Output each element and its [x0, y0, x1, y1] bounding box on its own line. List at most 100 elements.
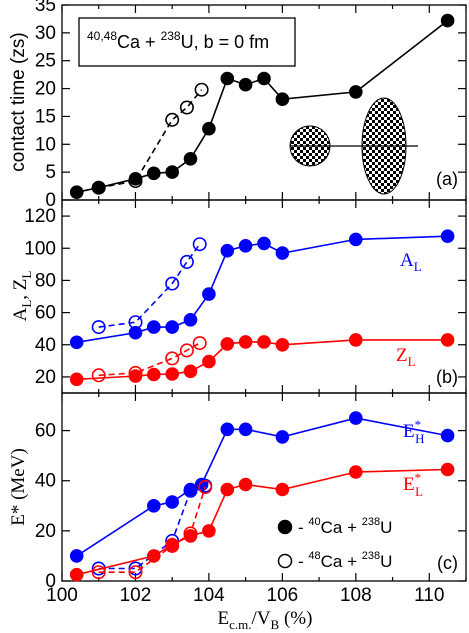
series-line	[76, 417, 448, 557]
data-point-open	[165, 351, 180, 366]
series-line	[98, 243, 201, 328]
xlabel-vb: /V	[252, 608, 271, 629]
series-line	[76, 468, 448, 576]
data-point-filled	[348, 232, 363, 247]
data-point-filled	[147, 367, 161, 382]
panel-c-tag: (c)	[437, 553, 458, 573]
legend: - 40Ca + 238U - 48Ca + 238U	[277, 516, 392, 571]
data-point-filled	[202, 354, 216, 369]
xlabel-cm: c.m.	[229, 617, 251, 632]
y-tick-label: 15	[35, 106, 56, 127]
ylabel-z-sub: L	[19, 271, 34, 279]
data-point-filled	[69, 372, 84, 387]
label-zl-sub: L	[408, 354, 416, 369]
label-al: AL	[400, 250, 422, 274]
data-point-open	[128, 565, 143, 580]
y-tick-label: 30	[35, 23, 56, 44]
series-line	[98, 89, 203, 189]
data-point-open	[198, 479, 213, 494]
label-al-main: A	[400, 250, 414, 271]
label-zl: ZL	[396, 345, 416, 369]
panel-c-series	[69, 411, 455, 582]
legend-u-2: U	[380, 552, 392, 571]
data-point-filled	[440, 229, 455, 243]
data-point-filled	[165, 367, 179, 381]
y-tick-label: 40	[35, 335, 56, 356]
y-tick-label: 60	[35, 303, 56, 324]
data-point-open	[165, 112, 180, 127]
data-point-filled	[165, 495, 179, 509]
data-point-open	[183, 483, 198, 498]
legend-mass-238-1: 238	[362, 516, 380, 528]
annotation-u-mass: 238	[161, 29, 181, 43]
data-point-open	[194, 82, 209, 97]
data-point-open	[91, 565, 106, 580]
data-point-filled	[440, 333, 455, 347]
x-tick-label: 110	[414, 585, 444, 606]
collision-sketch	[289, 97, 418, 195]
legend-mass-40: 40	[308, 516, 320, 528]
x-tick-label: 104	[193, 585, 225, 606]
y-tick-label: 100	[24, 238, 56, 259]
data-point-filled	[238, 335, 253, 349]
data-point-filled	[69, 567, 84, 582]
panel-a-tag: (a)	[436, 169, 458, 189]
panel-a-annotation-box: 40,48Ca + 238U, b = 0 fm	[78, 17, 296, 67]
legend-dash-1: -	[298, 518, 308, 537]
annotation-u: U, b = 0 fm	[181, 32, 270, 52]
data-point-filled	[348, 411, 363, 425]
data-point-open	[91, 368, 106, 383]
xlabel-e: E	[218, 608, 230, 629]
data-point-filled	[275, 337, 290, 352]
panel-a: 0 5 10 15 20 25 30 35 contact time (zs) 40,48Ca…	[8, 0, 467, 211]
data-point-filled	[165, 320, 179, 334]
data-point-filled	[69, 185, 84, 199]
label-eh-main: E	[403, 421, 415, 442]
panel-b-series	[69, 229, 455, 387]
legend-ca-2: Ca +	[321, 552, 362, 571]
legend-dash-2: -	[298, 552, 308, 571]
x-tick-labels: 100 102 104 106 108 110	[46, 585, 444, 606]
data-point-filled	[147, 498, 161, 513]
legend-ca-1: Ca +	[321, 518, 362, 537]
data-point-filled	[238, 422, 253, 437]
data-point-filled	[238, 477, 253, 492]
data-point-open	[165, 276, 180, 291]
data-point-filled	[440, 428, 455, 443]
data-point-open	[192, 237, 207, 252]
data-point-filled	[202, 287, 216, 301]
panel-c-frame	[61, 392, 467, 582]
panel-b-axis-ticks: 20 40 60 80 100 120	[24, 200, 467, 393]
label-eh-sub: H	[415, 431, 424, 446]
data-point-open	[192, 336, 207, 351]
legend-mass-238-2: 238	[362, 550, 380, 562]
y-tick-label: 5	[45, 162, 56, 183]
data-point-open	[128, 174, 143, 189]
y-tick-label: 20	[35, 521, 56, 542]
data-point-filled	[183, 152, 198, 166]
data-point-filled	[183, 312, 198, 327]
x-tick-label: 100	[46, 585, 78, 606]
data-point-open	[91, 320, 106, 335]
legend-marker-filled	[277, 519, 293, 535]
data-point-open	[91, 180, 106, 195]
data-point-filled	[69, 335, 84, 350]
data-point-filled	[220, 243, 235, 258]
y-tick-label: 25	[35, 51, 56, 72]
data-point-filled	[147, 320, 161, 334]
data-point-open	[179, 254, 194, 269]
label-eh: E* H	[403, 417, 425, 446]
data-point-filled	[348, 333, 363, 347]
panel-a-axis-ticks: 0 5 10 15 20 25 30 35	[35, 0, 467, 211]
label-al-sub: L	[414, 259, 422, 274]
xlabel-percent: (%)	[279, 608, 312, 629]
data-point-filled	[220, 422, 235, 437]
x-tick-label: 108	[340, 585, 372, 606]
data-point-filled	[275, 430, 290, 444]
data-point-filled	[238, 77, 253, 92]
data-point-filled	[147, 166, 161, 181]
legend-entry-40ca: - 40Ca + 238U	[298, 516, 392, 537]
x-axis-label: Ec.m./VB (%)	[218, 608, 313, 632]
y-tick-label: 35	[35, 0, 56, 16]
